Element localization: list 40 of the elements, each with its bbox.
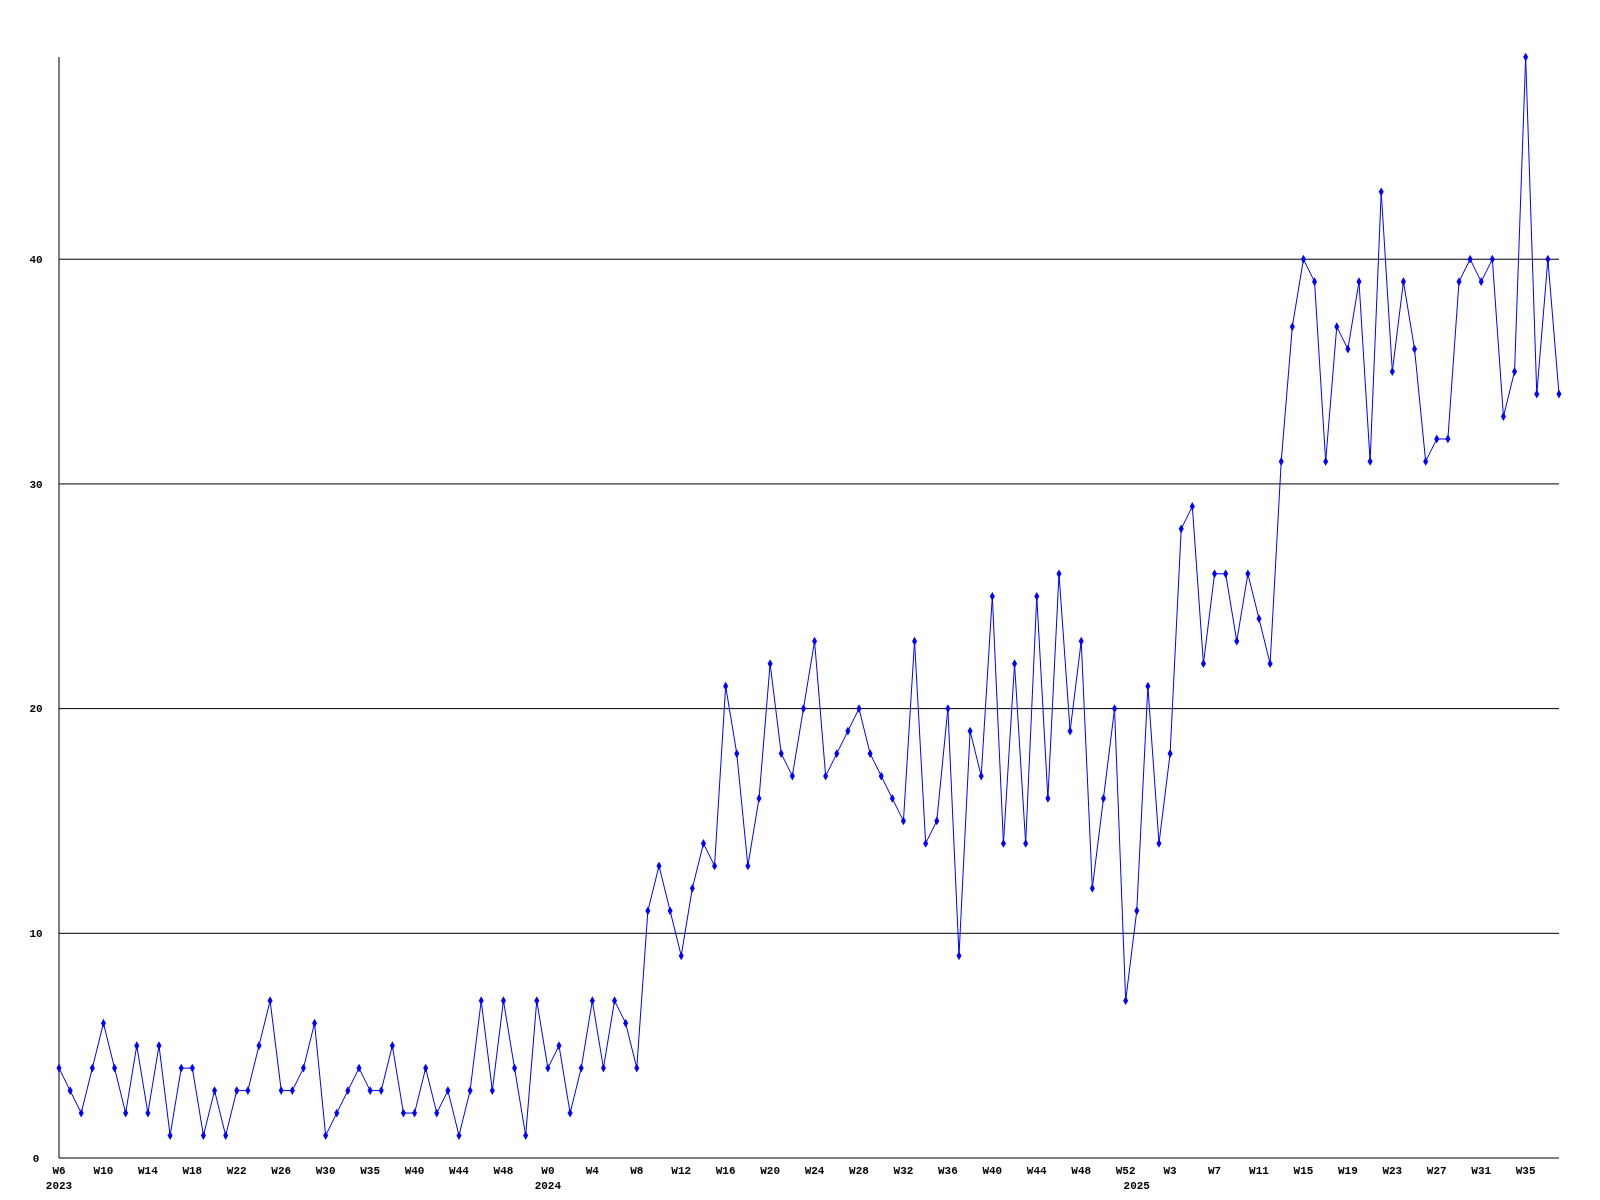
x-tick-label: W27: [1426, 1165, 1447, 1177]
x-tick-label: W4: [585, 1165, 600, 1177]
x-tick-label: W6 2023: [45, 1165, 73, 1192]
x-tick-label: W12: [671, 1165, 692, 1177]
y-tick-label: 20: [29, 703, 43, 716]
x-tick-label: W40: [404, 1165, 425, 1177]
x-tick-label: W18: [182, 1165, 203, 1177]
x-tick-label: W23: [1382, 1165, 1403, 1177]
x-tick-label: W35: [360, 1165, 381, 1177]
x-tick-label: W40: [982, 1165, 1003, 1177]
x-tick-label: W52: [1115, 1165, 1136, 1177]
x-tick-label: W16: [715, 1165, 736, 1177]
x-tick-label: W19: [1337, 1165, 1358, 1177]
x-tick-label: W32: [893, 1165, 914, 1177]
x-tick-label: W8: [630, 1165, 644, 1177]
x-tick-label: W36: [937, 1165, 958, 1177]
x-tick-label: W22: [226, 1165, 247, 1177]
x-tick-label: W3: [1163, 1165, 1178, 1177]
x-tick-label: W0 2024: [534, 1165, 562, 1192]
y-tick-label: 0: [32, 1152, 40, 1165]
y-tick-label: 40: [29, 254, 43, 267]
x-tick-label: W48: [493, 1165, 514, 1177]
x-tick-label: W44: [449, 1165, 470, 1177]
x-tick-label: W28: [849, 1165, 870, 1177]
x-tick-label: W30: [315, 1165, 336, 1177]
x-tick-label: W20: [760, 1165, 781, 1177]
x-tick-label: W7: [1207, 1165, 1222, 1177]
x-tick-label: W35: [1515, 1165, 1536, 1177]
y-tick-label: 30: [29, 478, 43, 491]
y-tick-label: 10: [29, 928, 43, 941]
x-tick-label: W15: [1293, 1165, 1314, 1177]
x-tick-label: W31: [1471, 1165, 1492, 1177]
x-tick-label: W26: [271, 1165, 292, 1177]
x-tick-label: W10: [93, 1165, 114, 1177]
x-tick-label: W24: [804, 1165, 825, 1177]
x-tick-label: W14: [137, 1165, 159, 1177]
x-tick-label: W11: [1249, 1165, 1270, 1177]
x-tick-label: 2025: [1123, 1180, 1151, 1192]
x-tick-label: W44: [1026, 1165, 1048, 1177]
x-tick-label: W48: [1071, 1165, 1092, 1177]
